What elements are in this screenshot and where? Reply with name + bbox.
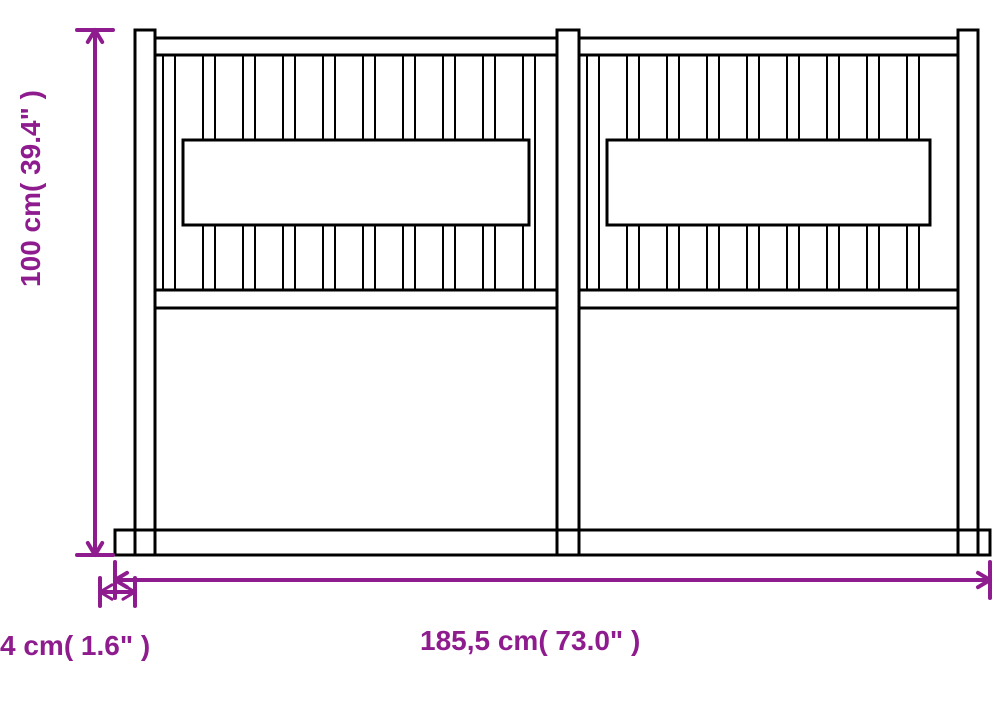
width-label: 185,5 cm( 73.0" ): [420, 625, 640, 657]
depth-label: 4 cm( 1.6" ): [0, 630, 150, 662]
dimension-drawing: [0, 0, 1003, 716]
height-label: 100 cm( 39.4" ): [15, 90, 47, 287]
